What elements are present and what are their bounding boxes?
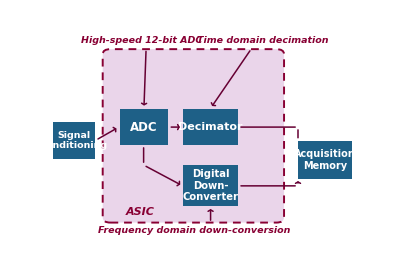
Text: Decimator: Decimator bbox=[178, 122, 243, 132]
FancyBboxPatch shape bbox=[103, 49, 284, 223]
Text: Time domain decimation: Time domain decimation bbox=[197, 37, 328, 46]
Text: High-speed 12-bit ADC: High-speed 12-bit ADC bbox=[81, 37, 202, 46]
FancyBboxPatch shape bbox=[53, 122, 95, 159]
Text: Signal
Conditioning: Signal Conditioning bbox=[40, 131, 108, 150]
Text: ASIC: ASIC bbox=[126, 207, 155, 217]
FancyBboxPatch shape bbox=[183, 165, 238, 206]
FancyBboxPatch shape bbox=[120, 109, 168, 145]
FancyBboxPatch shape bbox=[298, 141, 352, 179]
Text: Acquisition
Memory: Acquisition Memory bbox=[294, 149, 356, 171]
Text: ADC: ADC bbox=[130, 121, 158, 134]
Text: Digital
Down-
Converter: Digital Down- Converter bbox=[182, 169, 238, 202]
FancyBboxPatch shape bbox=[183, 109, 238, 145]
Text: Frequency domain down-conversion: Frequency domain down-conversion bbox=[98, 226, 290, 235]
